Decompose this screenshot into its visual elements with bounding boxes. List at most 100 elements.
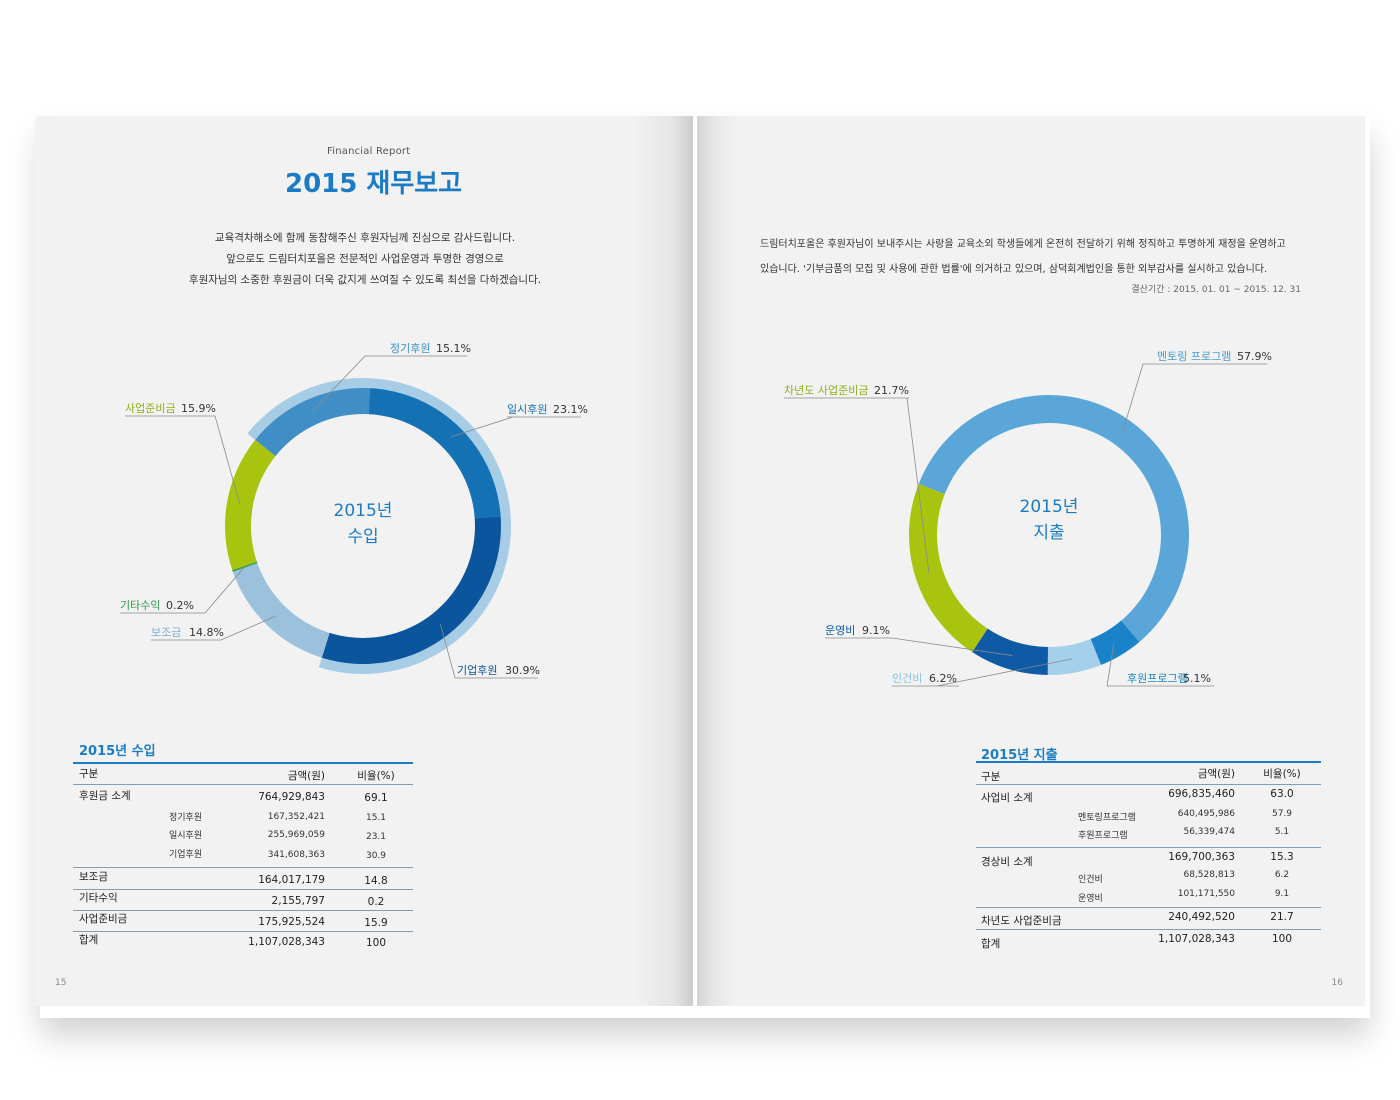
callout-label: 멘토링 프로그램 bbox=[1157, 350, 1231, 363]
expense-row-label: 경상비 소계 bbox=[981, 856, 1033, 868]
expense-row-label: 인건비 bbox=[1078, 875, 1103, 885]
table-header-rule bbox=[976, 761, 1321, 763]
expense-row-amount: 68,528,813 bbox=[1183, 870, 1235, 880]
expense-row-label: 후원프로그램 bbox=[1078, 831, 1128, 841]
expense-row-ratio: 63.0 bbox=[1270, 788, 1294, 800]
income-row-amount: 2,155,797 bbox=[271, 895, 325, 907]
income-row-amount: 255,969,059 bbox=[267, 830, 325, 840]
income-table-title: 2015년 수입 bbox=[79, 744, 156, 759]
callout-value: 30.9% bbox=[505, 664, 540, 677]
expense-row-amount: 101,171,550 bbox=[1177, 889, 1235, 899]
intro-line: 교육격차해소에 함께 동참해주신 후원자님께 진심으로 감사드립니다. bbox=[214, 232, 516, 244]
income-total-ratio: 100 bbox=[365, 937, 387, 949]
income-row-amount: 164,017,179 bbox=[258, 874, 325, 886]
callout-leader-line bbox=[784, 397, 930, 574]
income-row-ratio: 15.1 bbox=[365, 813, 387, 823]
callout-label: 차년도 사업준비금 bbox=[784, 384, 868, 397]
expense-row-amount: 56,339,474 bbox=[1183, 827, 1235, 837]
table-rule bbox=[976, 929, 1321, 930]
expense-row-label: 사업비 소계 bbox=[981, 792, 1033, 804]
income-center-label: 2015년 수입 bbox=[313, 498, 413, 550]
center-label-kind: 지출 bbox=[1033, 523, 1065, 543]
income-row-label: 정기후원 bbox=[169, 813, 203, 823]
callout-leader-line bbox=[825, 637, 1013, 656]
expense-total-ratio: 100 bbox=[1271, 933, 1293, 945]
page-number-right: 16 bbox=[1331, 978, 1343, 988]
callout-leader-line bbox=[440, 624, 538, 679]
income-row-amount: 175,925,524 bbox=[258, 916, 325, 928]
callout-leader-line bbox=[120, 566, 246, 614]
table-header-ratio: 비율(%) bbox=[357, 770, 395, 782]
expense-row-ratio: 21.7 bbox=[1270, 911, 1294, 923]
callout-label: 후원프로그램 bbox=[1127, 672, 1188, 685]
gutter-shadow-left bbox=[633, 116, 693, 1006]
donut-slice-일시후원 bbox=[368, 388, 501, 519]
income-row-label: 후원금 소계 bbox=[79, 790, 131, 802]
income-total-label: 합계 bbox=[79, 934, 99, 946]
income-row-ratio: 30.9 bbox=[365, 851, 387, 861]
center-label-kind: 수입 bbox=[347, 527, 379, 547]
table-header-ratio: 비율(%) bbox=[1263, 768, 1301, 780]
expense-row-label: 멘토링프로그램 bbox=[1078, 813, 1136, 823]
table-header-amount: 금액(원) bbox=[287, 770, 325, 782]
donut-slice-멘토링-프로그램 bbox=[918, 395, 1189, 642]
donut-slice-후원프로그램 bbox=[1090, 620, 1140, 665]
expense-total-label: 합계 bbox=[981, 938, 1001, 950]
callout-leader-line bbox=[1106, 642, 1214, 687]
income-row-label: 사업준비금 bbox=[79, 913, 128, 925]
callout-leader-line bbox=[1122, 363, 1267, 433]
income-row-label: 기타수익 bbox=[79, 892, 118, 904]
callout-value: 15.1% bbox=[436, 342, 471, 355]
income-row-ratio: 0.2 bbox=[367, 896, 385, 908]
donut-slice-차년도-사업준비금 bbox=[909, 483, 988, 653]
expense-row-ratio: 57.9 bbox=[1271, 809, 1293, 819]
table-rule bbox=[73, 889, 413, 890]
callout-label: 보조금 bbox=[151, 626, 181, 639]
expense-row-amount: 240,492,520 bbox=[1168, 911, 1235, 923]
callout-label: 기업후원 bbox=[457, 664, 497, 677]
eyebrow-label: Financial Report bbox=[327, 146, 411, 157]
expense-row-ratio: 6.2 bbox=[1274, 870, 1290, 880]
left-page: Financial Report 2015 재무보고 교육격차해소에 함께 동참… bbox=[35, 116, 693, 1006]
table-rule bbox=[976, 784, 1321, 785]
intro-line: 후원자님의 소중한 후원금이 더욱 값지게 쓰여질 수 있도록 최선을 다하겠습… bbox=[188, 274, 542, 286]
page-number-left: 15 bbox=[55, 978, 67, 988]
income-row-label: 일시후원 bbox=[169, 831, 203, 841]
intro-paragraph-left: 교육격차해소에 함께 동참해주신 후원자님께 진심으로 감사드립니다. 앞으로도… bbox=[115, 228, 615, 291]
callout-value: 15.9% bbox=[181, 402, 216, 415]
table-rule bbox=[73, 910, 413, 911]
callout-leader-line bbox=[151, 615, 277, 641]
page-title: 2015 재무보고 bbox=[285, 169, 463, 199]
intro-line: 있습니다. '기부금품의 모집 및 사용에 관한 법률'에 의거하고 있으며, … bbox=[760, 264, 1268, 275]
table-rule bbox=[73, 867, 413, 868]
income-row-label: 기업후원 bbox=[169, 850, 203, 860]
table-header-category: 구분 bbox=[79, 768, 99, 780]
expense-row-ratio: 15.3 bbox=[1270, 851, 1294, 863]
fiscal-period: 결산기간 : 2015. 01. 01 ~ 2015. 12. 31 bbox=[1131, 285, 1301, 295]
callout-value: 57.9% bbox=[1237, 350, 1272, 363]
donut-slice-정기후원 bbox=[255, 388, 371, 457]
intro-line: 앞으로도 드림터치포올은 전문적인 사업운영과 투명한 경영으로 bbox=[226, 253, 504, 265]
income-donut-chart: 정기후원 15.1% 일시후원 23.1% 기업후원 30.9% 보조금 14.8% 기타수익 0… bbox=[120, 342, 588, 679]
callout-label: 사업준비금 bbox=[125, 402, 176, 415]
expense-row-label: 차년도 사업준비금 bbox=[981, 915, 1062, 927]
income-total-amount: 1,107,028,343 bbox=[248, 936, 325, 948]
callout-value: 23.1% bbox=[553, 403, 588, 416]
expense-row-ratio: 9.1 bbox=[1274, 889, 1290, 899]
expense-total-amount: 1,107,028,343 bbox=[1158, 933, 1235, 945]
donut-slice-기업후원 bbox=[321, 516, 501, 664]
right-page: 드림터치포올은 후원자님이 보내주시는 사랑을 교육소외 학생들에게 온전히 전… bbox=[697, 116, 1365, 1006]
donut-slice-인건비 bbox=[1047, 638, 1101, 675]
callout-value: 14.8% bbox=[189, 626, 224, 639]
table-header-amount: 금액(원) bbox=[1197, 768, 1235, 780]
intro-line: 드림터치포올은 후원자님이 보내주시는 사랑을 교육소외 학생들에게 온전히 전… bbox=[760, 239, 1286, 250]
table-rule bbox=[976, 847, 1321, 848]
income-row-ratio: 14.8 bbox=[364, 875, 388, 887]
table-rule bbox=[976, 907, 1321, 908]
donut-slice-보조금 bbox=[232, 563, 330, 658]
callout-value: 9.1% bbox=[862, 624, 890, 637]
gutter-shadow-right bbox=[697, 116, 737, 1006]
expense-row-ratio: 5.1 bbox=[1274, 827, 1290, 837]
expense-center-label: 2015년 지출 bbox=[999, 494, 1099, 546]
callout-label: 정기후원 bbox=[390, 342, 430, 355]
